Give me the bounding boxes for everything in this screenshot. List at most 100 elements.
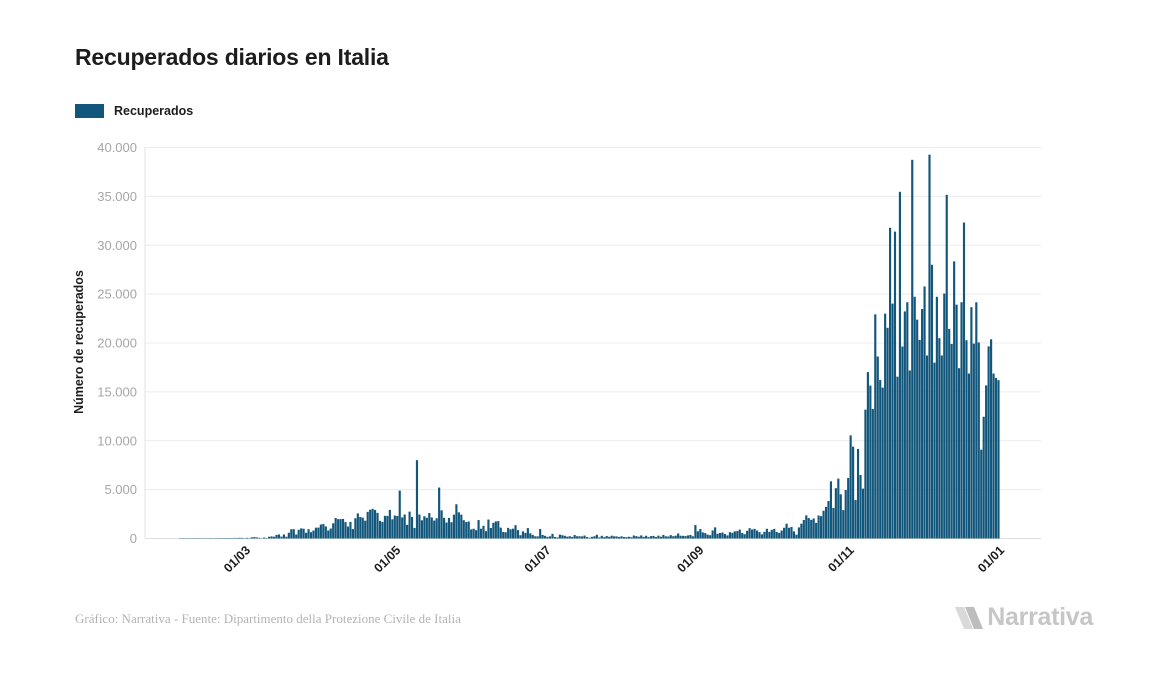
bar — [457, 512, 460, 539]
bar — [760, 534, 764, 539]
bar — [667, 536, 670, 539]
bar — [376, 512, 379, 539]
bar — [349, 521, 352, 539]
bar — [551, 533, 554, 539]
bar — [563, 535, 566, 539]
bar — [374, 509, 377, 539]
bar — [664, 536, 667, 539]
bar — [307, 529, 310, 539]
y-tick-label: 20.000 — [97, 336, 137, 351]
bar — [240, 537, 244, 539]
bar — [741, 532, 744, 539]
bar — [972, 343, 975, 539]
bar — [371, 508, 374, 539]
bar — [351, 529, 354, 539]
bar — [435, 518, 438, 539]
bar — [413, 527, 416, 539]
bar — [383, 515, 387, 539]
bar — [632, 535, 635, 539]
bar — [879, 380, 882, 539]
bar — [718, 533, 722, 539]
bar — [334, 517, 337, 539]
bar — [314, 527, 318, 539]
bar — [778, 532, 781, 539]
source-caption: Gráfico: Narrativa - Fuente: Dipartiment… — [75, 611, 461, 626]
bar — [396, 515, 399, 539]
bar — [775, 531, 778, 539]
bar — [726, 535, 729, 539]
bar — [558, 534, 561, 539]
bar — [987, 346, 990, 539]
bar — [960, 302, 963, 539]
bar — [679, 535, 682, 539]
bar — [820, 516, 823, 539]
bar — [245, 537, 249, 539]
bar — [896, 376, 899, 539]
bar — [893, 231, 897, 539]
bar — [403, 514, 406, 539]
bar — [654, 536, 658, 539]
bar — [539, 529, 542, 539]
bar — [627, 536, 630, 539]
bar — [460, 514, 463, 539]
bar — [361, 517, 364, 539]
bar — [699, 528, 702, 539]
bar — [479, 528, 483, 539]
bar — [906, 302, 909, 539]
bar — [268, 536, 271, 539]
bar — [610, 535, 613, 539]
bar — [524, 532, 527, 539]
bar — [955, 304, 958, 539]
bar — [544, 535, 547, 539]
bar — [948, 329, 951, 539]
bar — [736, 531, 739, 539]
bar — [674, 535, 677, 539]
bar — [640, 535, 643, 539]
bar — [928, 154, 931, 539]
bar — [430, 517, 433, 539]
bar — [797, 527, 800, 539]
bar — [940, 355, 943, 539]
bar — [785, 523, 788, 539]
y-tick-label: 30.000 — [97, 238, 137, 253]
bar — [529, 533, 532, 539]
x-tick-label: 01/11 — [825, 543, 857, 575]
bar — [923, 286, 926, 539]
bar — [341, 518, 345, 539]
bar — [369, 509, 372, 539]
bar — [994, 377, 998, 539]
bar — [302, 528, 305, 539]
narrativa-logo: Narrativa — [954, 603, 1093, 632]
bar — [770, 529, 773, 539]
bar — [263, 537, 266, 539]
bar — [874, 314, 877, 539]
bar — [617, 536, 621, 539]
bar — [364, 520, 367, 539]
bar — [844, 490, 847, 539]
bar — [295, 534, 298, 539]
bar — [418, 514, 421, 539]
bar — [615, 536, 618, 539]
bar — [275, 534, 278, 539]
bar — [489, 527, 492, 539]
bar — [783, 527, 786, 539]
bar — [967, 373, 970, 539]
bar — [573, 535, 576, 539]
bar — [255, 537, 258, 539]
bar — [689, 534, 692, 539]
bar — [686, 535, 690, 539]
bar — [292, 529, 295, 539]
bar — [440, 510, 443, 539]
bar — [290, 529, 293, 539]
bar — [346, 526, 350, 539]
bar — [635, 536, 638, 539]
bar — [765, 528, 768, 539]
bar — [408, 511, 411, 539]
bar — [393, 515, 396, 539]
bar — [452, 514, 456, 539]
bar — [807, 518, 810, 539]
bar — [445, 522, 448, 539]
bar — [815, 522, 818, 539]
bar — [898, 191, 901, 539]
bar — [728, 532, 731, 539]
